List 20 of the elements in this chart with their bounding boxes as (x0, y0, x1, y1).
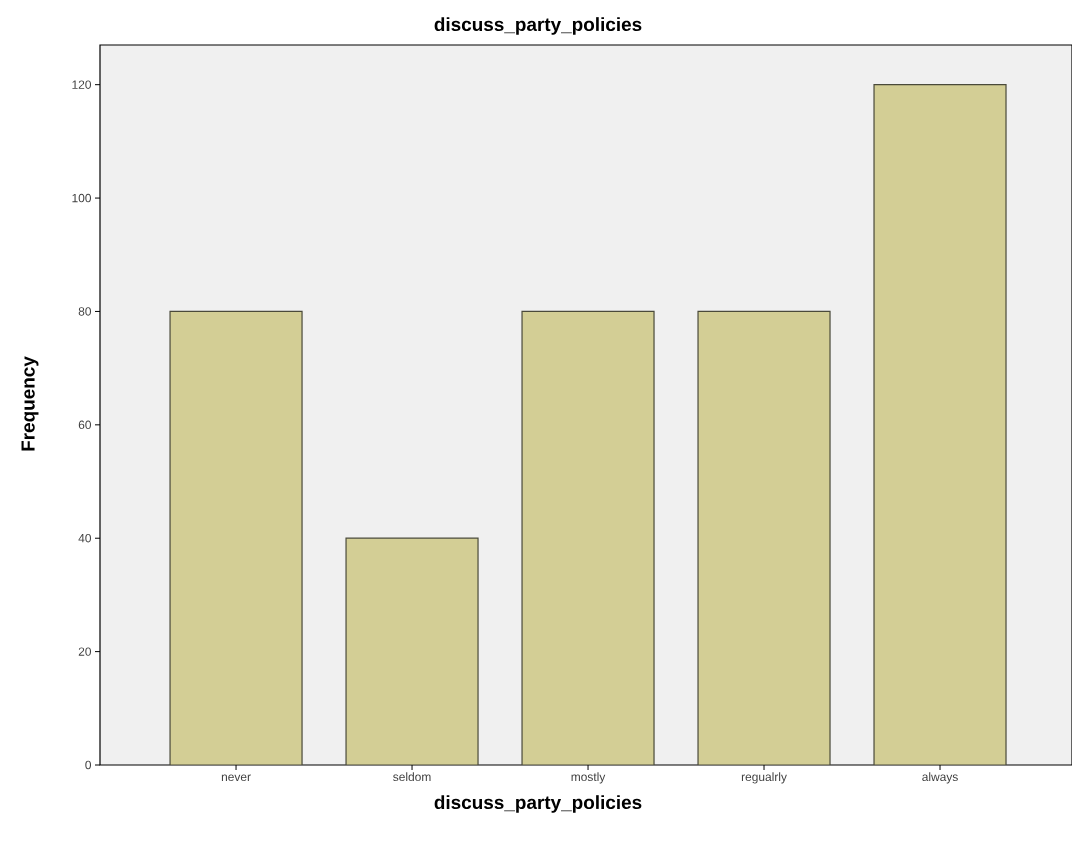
bar (521, 310, 655, 765)
y-tick-label: 100 (72, 193, 92, 203)
y-tick-label: 20 (78, 647, 92, 656)
y-tick-label: 0 (85, 760, 92, 770)
bar (873, 84, 1007, 765)
bar (346, 538, 479, 765)
y-tick-label: 80 (78, 307, 92, 316)
x-tick-label: mostly (571, 772, 606, 784)
x-tick-label: seldom (393, 772, 431, 782)
x-axis-title: discuss_party_policies (434, 795, 642, 813)
x-tick-label: regualrly (741, 772, 787, 784)
x-tick-label: always (922, 772, 958, 784)
bar (697, 310, 831, 765)
y-tick-label: 60 (78, 420, 92, 430)
y-axis-title: Frequency (21, 356, 39, 451)
y-tick-label: 40 (78, 534, 92, 543)
y-tick-label: 120 (72, 80, 92, 89)
chart-title: discuss_party_policies (434, 17, 642, 35)
x-tick-label: never (221, 774, 251, 782)
bar (169, 310, 303, 765)
